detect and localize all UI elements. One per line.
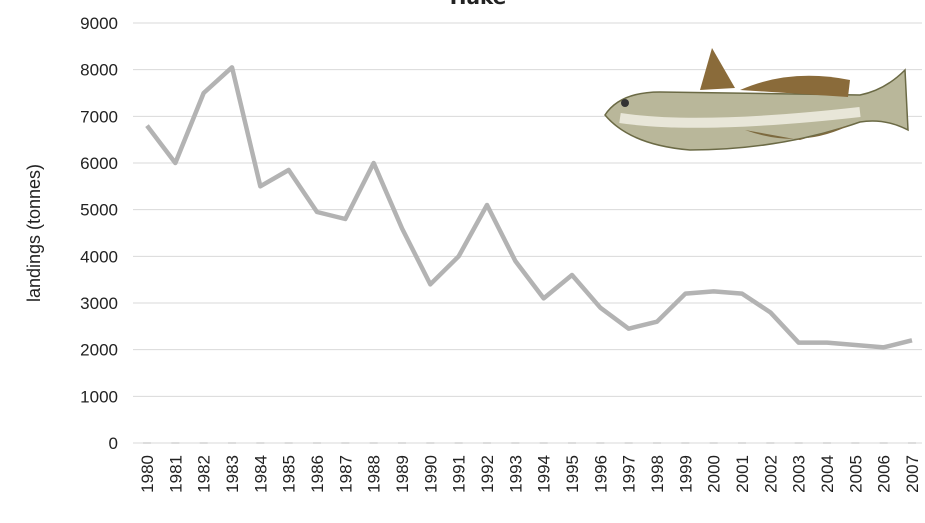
x-tick-label: 1997 (620, 455, 639, 493)
x-tick-label: 2002 (761, 455, 780, 493)
x-tick-label: 1984 (251, 455, 270, 493)
data-line (145, 65, 913, 350)
x-tick-label: 2000 (705, 455, 724, 493)
x-tick-label: 1993 (506, 455, 525, 493)
x-tick-label: 1981 (166, 455, 185, 493)
x-tick-label: 1980 (138, 455, 157, 493)
y-tick-label: 6000 (80, 154, 118, 173)
x-tick-label: 1995 (563, 455, 582, 493)
x-tick-label: 1994 (535, 455, 554, 493)
x-tick-label: 1990 (421, 455, 440, 493)
x-tick-label: 2007 (903, 455, 922, 493)
y-tick-label: 9000 (80, 14, 118, 33)
x-tick-label: 1983 (223, 455, 242, 493)
x-tick-label: 1989 (393, 455, 412, 493)
x-tick-label: 1985 (280, 455, 299, 493)
y-tick-label: 7000 (80, 107, 118, 126)
y-axis-label: landings (tonnes) (24, 164, 44, 302)
x-tick-label: 1991 (450, 455, 469, 493)
y-tick-label: 4000 (80, 247, 118, 266)
y-tick-label: 2000 (80, 341, 118, 360)
y-tick-label: 1000 (80, 387, 118, 406)
chart-title: Hake (450, 0, 507, 9)
x-tick-label: 2001 (733, 455, 752, 493)
y-tick-label: 8000 (80, 61, 118, 80)
x-tick-label: 1988 (365, 455, 384, 493)
x-tick-label: 2006 (875, 455, 894, 493)
x-tick-label: 1992 (478, 455, 497, 493)
x-tick-label: 1986 (308, 455, 327, 493)
fish-illustration (604, 48, 909, 151)
x-tick-label: 1982 (195, 455, 214, 493)
x-tick-label: 1996 (591, 455, 610, 493)
x-tick-label: 1987 (336, 455, 355, 493)
y-tick-label: 5000 (80, 201, 118, 220)
x-tick-label: 2005 (846, 455, 865, 493)
y-tick-label: 3000 (80, 294, 118, 313)
x-tick-label: 1999 (676, 455, 695, 493)
x-tick-label: 1998 (648, 455, 667, 493)
x-tick-label: 2004 (818, 455, 837, 493)
x-tick-label: 2003 (790, 455, 809, 493)
y-tick-label: 0 (109, 434, 118, 453)
